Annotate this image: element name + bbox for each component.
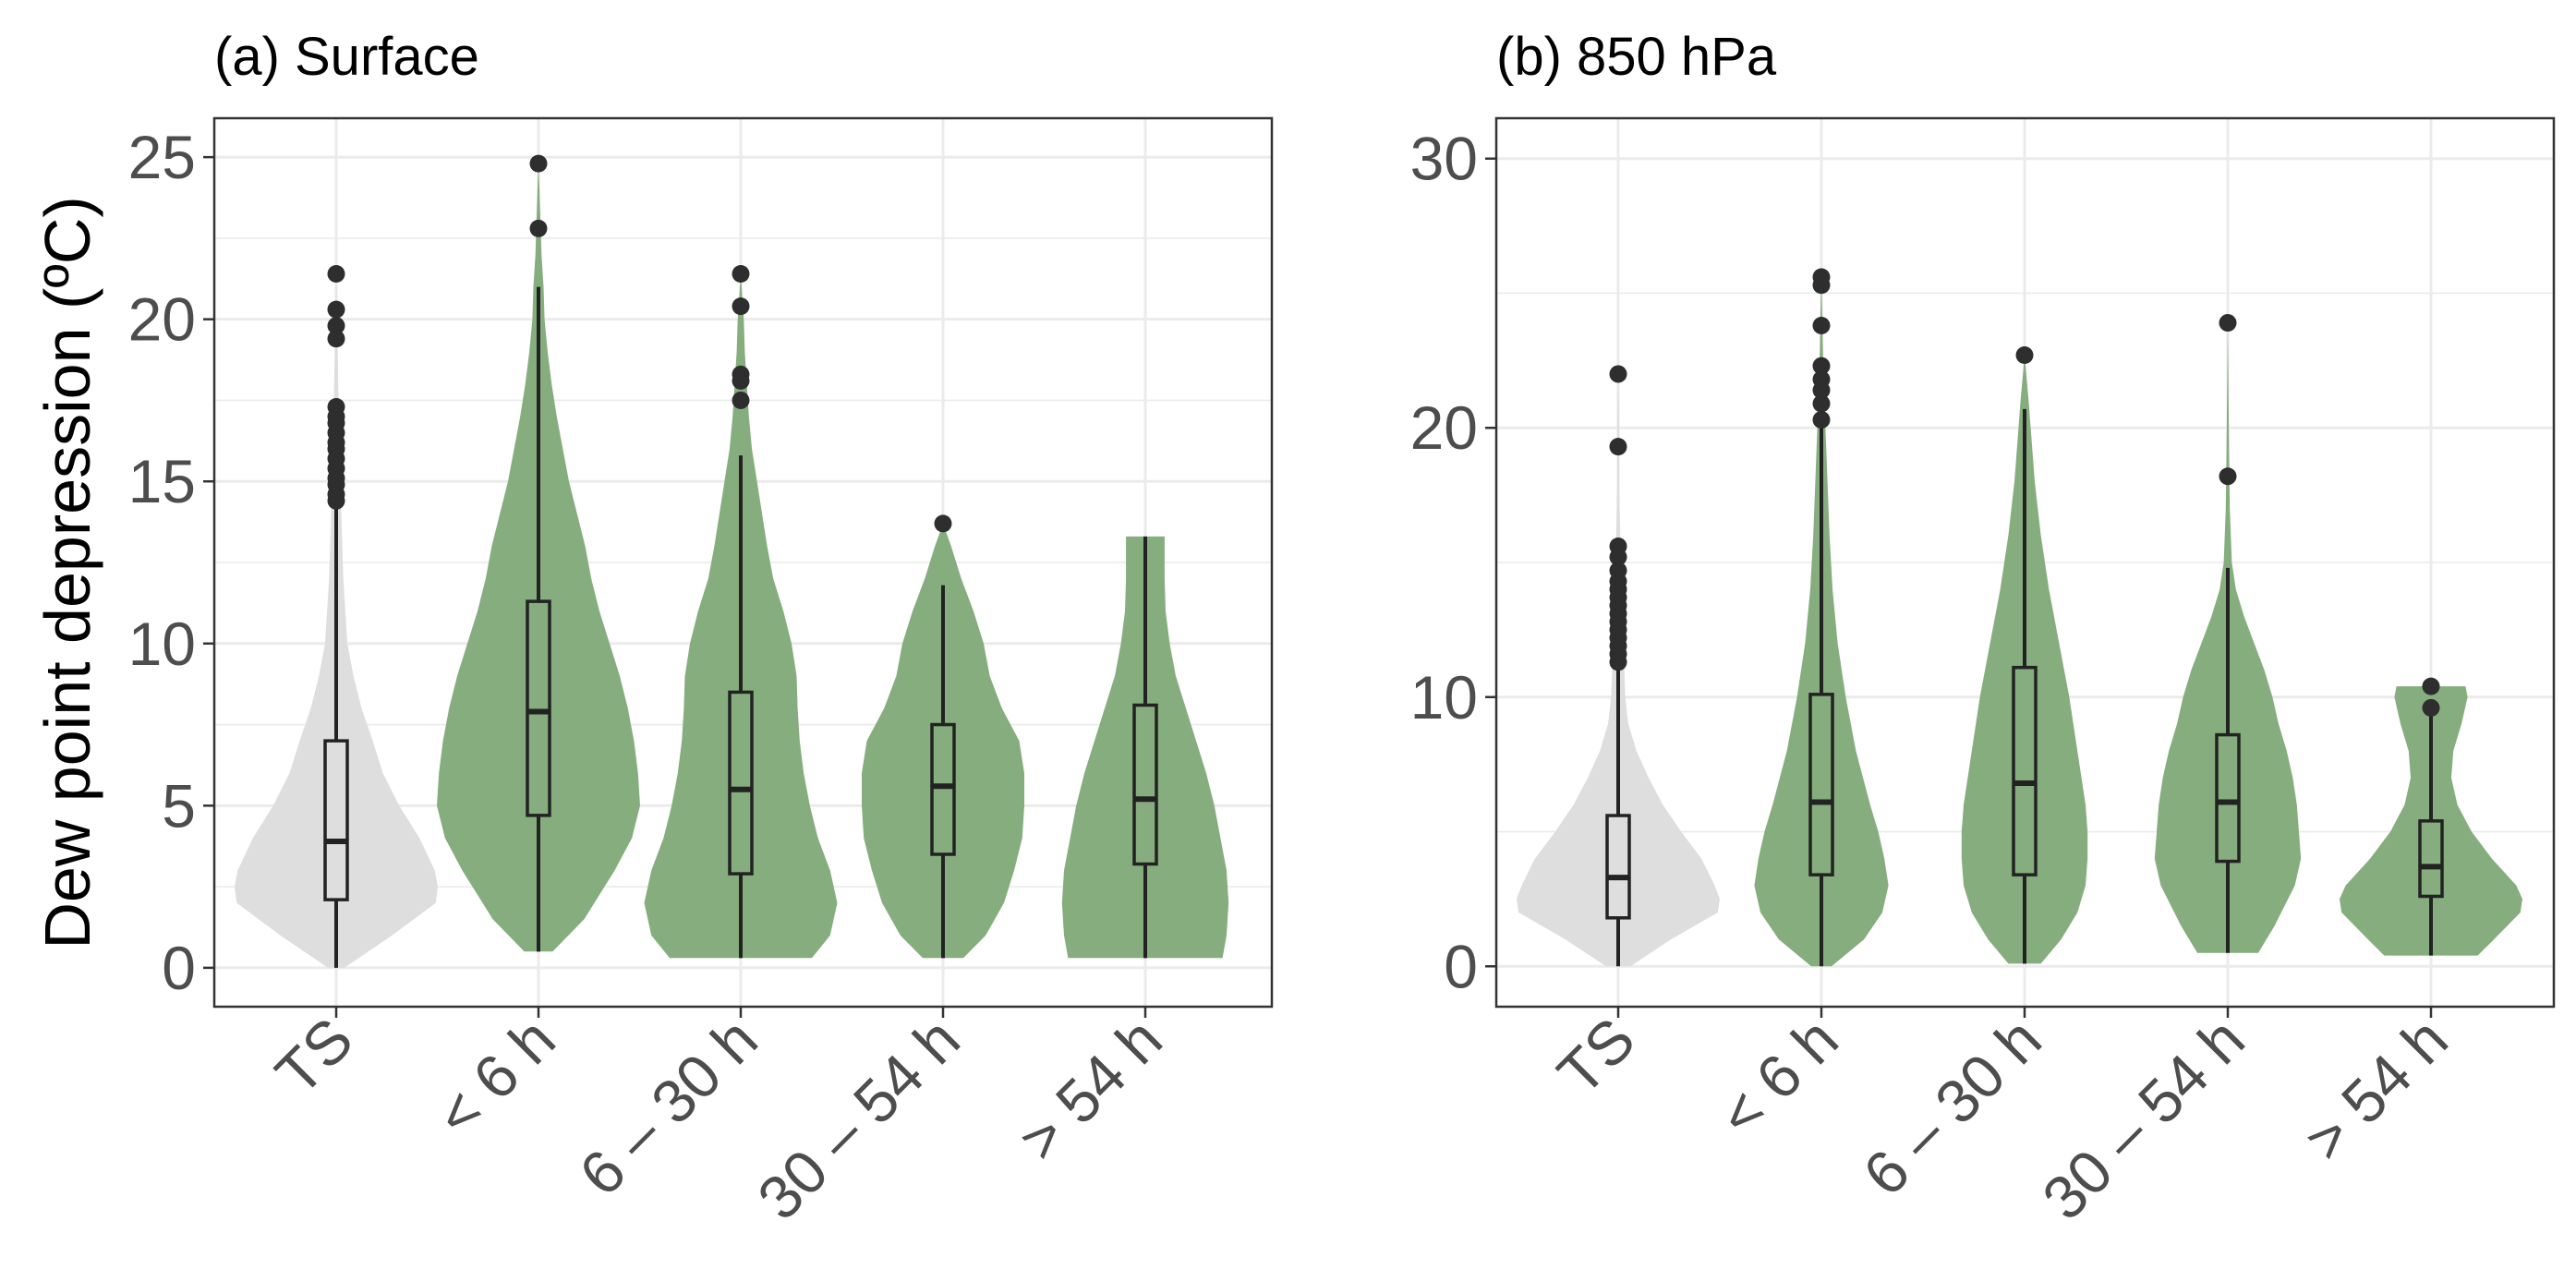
outlier-point — [2219, 314, 2237, 332]
panel-surface-title: (a) Surface — [214, 27, 479, 87]
outlier-point — [1609, 438, 1627, 456]
y-tick-label: 0 — [1444, 932, 1478, 1000]
outlier-point — [327, 265, 345, 284]
y-axis-label: Dew point depression (ºC) — [31, 196, 103, 949]
y-tick-label: 5 — [162, 771, 196, 840]
outlier-point — [2422, 677, 2440, 695]
panel-surface-outliers — [327, 154, 952, 533]
box-iqr — [1605, 814, 1631, 920]
outlier-point — [934, 514, 952, 533]
y-tick-label: 25 — [128, 123, 196, 191]
box-iqr — [2418, 819, 2444, 899]
outlier-point — [1609, 653, 1627, 671]
violin-surface-4 — [1061, 536, 1229, 959]
outlier-point — [1609, 548, 1627, 566]
box-iqr — [728, 690, 754, 876]
outlier-point — [2422, 698, 2440, 717]
outlier-point — [2015, 346, 2034, 365]
outlier-point — [2219, 467, 2237, 486]
outlier-point — [732, 391, 750, 409]
panel-850hpa-title: (b) 850 hPa — [1496, 27, 1777, 87]
outlier-point — [1812, 410, 1831, 429]
box-iqr — [526, 599, 551, 817]
panel-surface-y-ticks: 0 5 10 15 20 25 — [128, 123, 214, 1002]
outlier-point — [1812, 394, 1831, 413]
panel-surface-boxplots — [323, 286, 1158, 968]
y-tick-label: 10 — [1410, 663, 1478, 731]
outlier-point — [1812, 316, 1831, 334]
outlier-point — [327, 317, 345, 335]
y-tick-label: 20 — [128, 285, 196, 354]
panel-850hpa-boxplots — [1605, 408, 2444, 967]
outlier-point — [732, 265, 750, 284]
y-tick-label: 0 — [162, 934, 196, 1002]
outlier-point — [327, 330, 345, 348]
outlier-point — [529, 154, 548, 173]
outlier-point — [1609, 365, 1627, 383]
violin-surface-3 — [862, 523, 1024, 959]
outlier-point — [732, 371, 750, 390]
outlier-point — [1812, 276, 1831, 295]
box-iqr — [323, 739, 349, 901]
box-iqr — [2215, 732, 2241, 864]
panel-850hpa-y-ticks: 0 10 20 30 — [1410, 125, 1496, 1000]
box-iqr — [1808, 693, 1834, 876]
outlier-point — [327, 491, 345, 510]
outlier-point — [529, 219, 548, 237]
y-tick-label: 20 — [1410, 393, 1478, 462]
outlier-point — [1812, 357, 1831, 375]
y-tick-label: 30 — [1410, 125, 1478, 193]
y-tick-label: 15 — [128, 447, 196, 515]
box-iqr — [2012, 665, 2038, 876]
box-iqr — [930, 722, 956, 856]
outlier-point — [732, 297, 750, 316]
box-iqr — [1132, 703, 1158, 866]
outlier-point — [327, 300, 345, 319]
outlier-point — [1812, 381, 1831, 399]
panel-850hpa-outliers — [1609, 268, 2440, 717]
y-tick-label: 10 — [128, 610, 196, 678]
panel-surface-frame — [212, 116, 1274, 1009]
